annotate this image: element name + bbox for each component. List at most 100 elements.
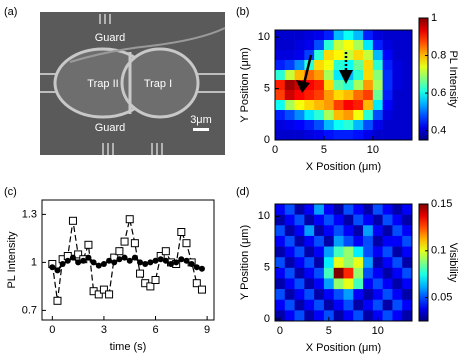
- heatmap-cell: [275, 50, 286, 61]
- heatmap-cell: [304, 289, 315, 301]
- heatmap-cell: [294, 257, 305, 269]
- marker: [147, 259, 154, 266]
- annotation: Trap II: [87, 78, 118, 90]
- heatmap-cell: [284, 40, 295, 51]
- heatmap-cell: [402, 130, 413, 141]
- x-tick-label: 6: [152, 324, 158, 336]
- heatmap-cell: [402, 70, 413, 81]
- heatmap-cell: [363, 267, 374, 279]
- heatmap-cell: [353, 50, 364, 61]
- heatmap-cell: [275, 130, 286, 141]
- heatmap-cell: [372, 70, 383, 81]
- panel-label: (b): [236, 6, 249, 18]
- heatmap-cell: [392, 100, 403, 111]
- heatmap-cell: [284, 225, 295, 237]
- heatmap-cell: [382, 60, 393, 71]
- heatmap-cell: [314, 225, 325, 237]
- y-tick-label: 10: [258, 210, 270, 222]
- heatmap-cell: [353, 257, 364, 269]
- annotation: Guard: [95, 32, 126, 44]
- heatmap-cell: [323, 246, 335, 258]
- marker: [136, 269, 145, 278]
- heatmap-cell: [372, 299, 383, 311]
- heatmap-cell: [353, 30, 364, 41]
- heatmap-cell: [382, 40, 393, 51]
- heatmap-cell: [314, 90, 325, 101]
- heatmap-cell: [363, 214, 374, 226]
- heatmap-cell: [402, 120, 413, 131]
- marker: [146, 282, 155, 291]
- heatmap-cell: [333, 130, 344, 141]
- heatmap-cell: [392, 50, 403, 61]
- heatmap-cell: [353, 299, 364, 311]
- heatmap-cell: [382, 299, 393, 311]
- y-axis-label: PL Intensity: [6, 231, 18, 289]
- heatmap-cell: [284, 204, 295, 215]
- heatmap-cell: [333, 120, 344, 131]
- heatmap-cell: [363, 40, 374, 51]
- heatmap-cell: [392, 267, 403, 279]
- heatmap-cell: [363, 60, 374, 71]
- colorbar-tick-label: 0.15: [431, 198, 452, 210]
- marker: [137, 259, 144, 266]
- marker: [142, 261, 149, 267]
- heatmap-cell: [392, 289, 403, 301]
- heatmap-cell: [275, 100, 286, 111]
- heatmap-cell: [353, 80, 364, 91]
- heatmap-cell: [363, 257, 374, 269]
- heatmap-cell: [372, 40, 383, 51]
- heatmap-cell: [392, 60, 403, 71]
- heatmap-cell: [294, 130, 305, 141]
- heatmap-cell: [372, 310, 383, 322]
- heatmap-cell: [323, 204, 335, 215]
- heatmap-cell: [323, 278, 335, 290]
- heatmap-cell: [275, 214, 286, 226]
- y-tick-label: 1.3: [22, 208, 37, 220]
- heatmap-cell: [323, 90, 335, 101]
- heatmap-cell: [353, 278, 364, 290]
- colorbar-label: PL Intensity: [447, 50, 459, 108]
- heatmap-cell: [343, 80, 354, 91]
- heatmap-cell: [323, 60, 335, 71]
- heatmap-cell: [333, 90, 344, 101]
- heatmap-cells: [275, 30, 413, 141]
- heatmap-cell: [323, 289, 335, 301]
- heatmap-cell: [294, 60, 305, 71]
- heatmap-cell: [382, 235, 393, 247]
- heatmap-cell: [353, 214, 364, 226]
- heatmap-cell: [323, 80, 335, 91]
- heatmap-cell: [275, 204, 286, 215]
- heatmap-cell: [402, 100, 413, 111]
- heatmap-cells: [275, 204, 413, 322]
- heatmap-cell: [304, 225, 315, 237]
- heatmap-cell: [323, 100, 335, 111]
- heatmap-cell: [363, 90, 374, 101]
- heatmap-cell: [372, 257, 383, 269]
- heatmap-cell: [284, 278, 295, 290]
- heatmap-cell: [363, 100, 374, 111]
- x-tick-label: 5: [321, 144, 327, 156]
- heatmap-cell: [343, 246, 354, 258]
- colorbar: [418, 17, 429, 141]
- heatmap-cell: [294, 70, 305, 81]
- heatmap-cell: [372, 225, 383, 237]
- heatmap-cell: [363, 30, 374, 41]
- heatmap-cell: [284, 289, 295, 301]
- heatmap-cell: [343, 50, 354, 61]
- heatmap-cell: [402, 60, 413, 71]
- heatmap-cell: [294, 267, 305, 279]
- heatmap-cell: [333, 60, 344, 71]
- heatmap-cell: [363, 299, 374, 311]
- heatmap-cell: [333, 50, 344, 61]
- heatmap-cell: [402, 278, 413, 290]
- heatmap-cell: [392, 204, 403, 215]
- heatmap-cell: [294, 40, 305, 51]
- heatmap-cell: [323, 235, 335, 247]
- heatmap-cell: [402, 257, 413, 269]
- heatmap-cell: [333, 289, 344, 301]
- heatmap-cell: [363, 130, 374, 141]
- marker: [151, 276, 160, 284]
- heatmap-cell: [392, 80, 403, 91]
- heatmap-cell: [353, 60, 364, 71]
- heatmap-cell: [353, 110, 364, 121]
